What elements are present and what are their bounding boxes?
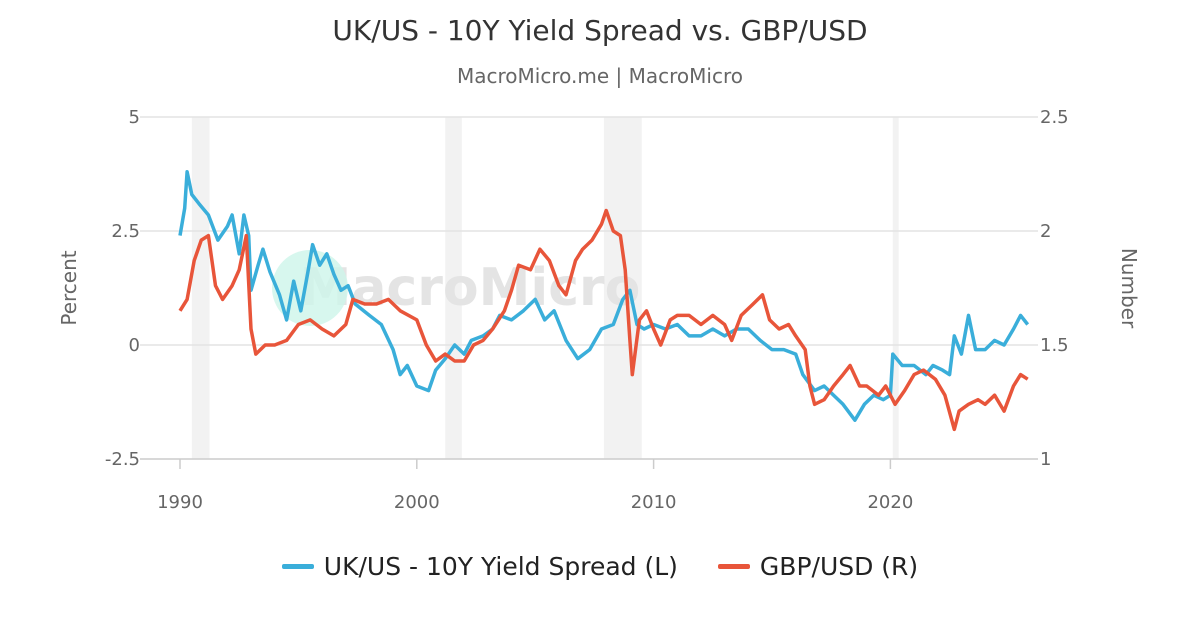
x-tick-label: 2010	[631, 492, 677, 513]
x-tick-label: 2000	[394, 492, 440, 513]
legend-label-gbpusd: GBP/USD (R)	[759, 552, 919, 581]
legend-item-gbpusd[interactable]: GBP/USD (R)	[717, 552, 919, 581]
series-line-gbpusd	[178, 208, 1029, 432]
y-axis-right-label: Number	[1117, 248, 1141, 329]
recession-band	[603, 117, 642, 459]
y-tick-left: 0	[129, 335, 140, 356]
y-tick-right: 2.5	[1040, 107, 1069, 128]
legend-item-spread[interactable]: UK/US - 10Y Yield Spread (L)	[281, 552, 678, 581]
watermark-logo-icon	[272, 250, 348, 326]
x-tick-label: 1990	[157, 492, 203, 513]
x-tick-label: 2020	[867, 492, 913, 513]
legend-swatch-spread	[281, 564, 314, 569]
y-tick-left: -2.5	[105, 449, 140, 470]
y-tick-right: 2	[1040, 221, 1051, 242]
recession-band	[892, 117, 899, 459]
legend: UK/US - 10Y Yield Spread (L) GBP/USD (R)	[0, 552, 1200, 581]
legend-label-spread: UK/US - 10Y Yield Spread (L)	[323, 552, 678, 581]
y-axis-left-label: Percent	[57, 250, 81, 325]
legend-swatch-gbpusd	[717, 564, 750, 569]
y-tick-left: 5	[129, 107, 140, 128]
recession-band	[191, 117, 210, 459]
recession-band	[445, 117, 462, 459]
y-tick-right: 1	[1040, 449, 1051, 470]
y-tick-right: 1.5	[1040, 335, 1069, 356]
y-tick-left: 2.5	[111, 221, 140, 242]
watermark-logo: MacroMicro	[300, 258, 641, 318]
series-line-spread	[178, 169, 1030, 422]
chart-subtitle: MacroMicro.me | MacroMicro	[457, 64, 743, 88]
chart-title: UK/US - 10Y Yield Spread vs. GBP/USD	[332, 14, 868, 47]
